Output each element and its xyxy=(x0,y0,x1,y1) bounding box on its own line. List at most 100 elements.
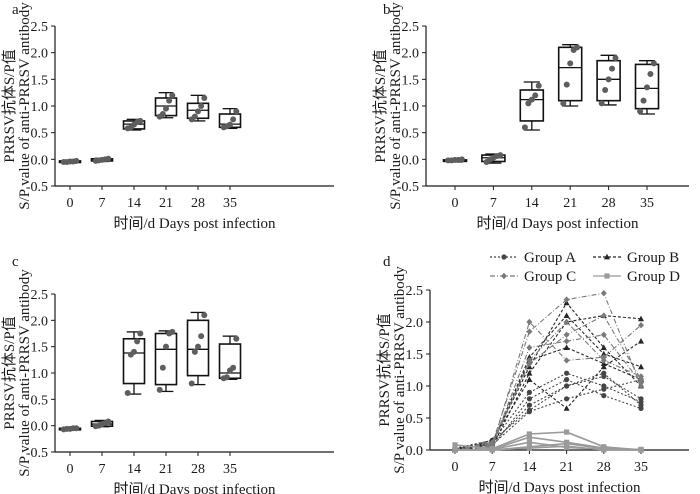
series-point xyxy=(638,447,644,453)
data-point xyxy=(159,364,166,371)
data-point xyxy=(191,113,198,120)
data-point xyxy=(198,333,205,340)
series-point xyxy=(526,389,533,395)
data-point xyxy=(137,117,144,124)
data-point xyxy=(137,330,144,337)
data-point xyxy=(574,44,581,51)
box-b-day-35 xyxy=(634,60,660,115)
y-tick-label-d: 2.0 xyxy=(406,316,424,331)
y-tick-label-d: 2.5 xyxy=(406,284,424,299)
x-tick-label-d: 35 xyxy=(634,460,648,475)
data-point xyxy=(605,76,612,83)
x-tick-label-a: 35 xyxy=(223,196,237,211)
box-b-day-28 xyxy=(596,54,621,107)
panel-d: d 0.0 0.5 1.0 1.5 2.0 2.5 0 7 14 21 28 35 时间/d Days p… xyxy=(376,250,689,494)
series-point xyxy=(526,344,533,351)
legend-label: Group A xyxy=(524,250,576,266)
box-c-day-35 xyxy=(218,335,242,382)
series-point xyxy=(489,446,495,452)
legend-item-group-d: Group D xyxy=(593,269,680,285)
series-point xyxy=(564,370,570,376)
y-tick-label-a: 1.0 xyxy=(31,100,49,115)
legend: Group A Group B Group C Group D xyxy=(490,250,680,285)
panel-a: a -0.5 0.0 0.5 1.0 1.5 2.0 2.5 0 7 14 21 28 35 时间/d Da… xyxy=(1,2,334,232)
data-point xyxy=(650,60,657,67)
data-point xyxy=(230,364,237,371)
series-line xyxy=(454,375,642,449)
data-point xyxy=(567,60,574,67)
x-tick-label-b: 7 xyxy=(490,196,497,211)
y-tick-label-c: 2.5 xyxy=(31,288,49,303)
x-tick-label-b: 21 xyxy=(563,196,577,211)
series-point xyxy=(563,331,570,338)
box-iqr xyxy=(557,46,583,102)
x-axis-label-b: 时间/d Days post infection xyxy=(476,215,639,232)
series-point xyxy=(600,357,607,364)
data-point xyxy=(105,155,112,162)
data-point xyxy=(233,108,240,115)
y-axis-label-cn-c: PRRSV抗体S/P值 xyxy=(1,316,18,429)
series-line xyxy=(454,334,642,451)
legend-item-group-c: Group C xyxy=(490,269,576,285)
series-line xyxy=(454,314,642,450)
y-tick-label-d: 1.0 xyxy=(406,380,424,395)
data-point xyxy=(497,152,504,159)
series-point xyxy=(563,405,570,411)
series-point xyxy=(564,383,570,389)
y-tick-label-d: 0.0 xyxy=(406,444,424,459)
x-tick-label-c: 0 xyxy=(67,462,74,477)
y-tick-label-c: 0.0 xyxy=(31,420,49,435)
series-point xyxy=(563,344,570,350)
x-axis-label-a: 时间/d Days post infection xyxy=(113,215,276,232)
y-tick-label-c: 1.0 xyxy=(31,367,49,382)
data-point xyxy=(532,92,539,99)
y-axis-label-en-b: S/P value of anti-PRRSV antibody xyxy=(388,2,404,210)
y-tick-label-a: 1.5 xyxy=(31,73,49,88)
series-line xyxy=(454,372,642,450)
box-b-day-14 xyxy=(519,81,545,131)
data-point xyxy=(195,343,201,350)
x-tick-label-d: 14 xyxy=(522,460,536,475)
legend-item-group-b: Group B xyxy=(593,250,679,266)
data-point xyxy=(227,121,233,128)
x-tick-label-c: 21 xyxy=(159,462,173,477)
series-point xyxy=(526,434,532,440)
series-point xyxy=(600,290,607,297)
series-point xyxy=(526,396,533,402)
data-point xyxy=(191,348,198,355)
x-tick-label-c: 35 xyxy=(223,462,237,477)
x-tick-label-b: 28 xyxy=(602,196,616,211)
panel-label-b: b xyxy=(383,2,391,18)
group-group-c xyxy=(452,290,644,454)
panel-label-c: c xyxy=(12,254,19,270)
x-axis-label-d: 时间/d Days post infection xyxy=(478,479,641,494)
x-tick-label-a: 14 xyxy=(127,196,141,211)
x-tick-label-b: 35 xyxy=(640,196,654,211)
box-iqr xyxy=(154,332,178,386)
data-point xyxy=(637,108,644,115)
y-axis-label-en-d: S/P value of anti-PRRSV antibody xyxy=(392,266,408,474)
data-point xyxy=(188,380,195,387)
series-point xyxy=(526,318,533,326)
series-point xyxy=(601,373,607,379)
legend-marker xyxy=(501,272,507,280)
data-point xyxy=(563,81,570,88)
series-line xyxy=(454,292,642,450)
y-tick-label-d: 0.5 xyxy=(406,412,424,427)
series-line xyxy=(454,340,642,450)
data-point xyxy=(124,390,131,397)
series-line xyxy=(454,347,642,451)
series-point xyxy=(526,431,532,437)
y-tick-label-a: 2.5 xyxy=(31,20,49,35)
series-point xyxy=(600,350,607,357)
panel-c: c -0.5 0.0 0.5 1.0 1.5 2.0 2.5 0 7 14 21 28 35 时间/d Da… xyxy=(1,254,334,494)
data-point xyxy=(528,96,535,103)
series-point xyxy=(526,328,533,335)
box-c-day-28 xyxy=(186,311,210,387)
series-point xyxy=(638,322,644,329)
box-iqr xyxy=(122,337,146,385)
series-line xyxy=(454,441,642,451)
box-b-day-0 xyxy=(442,156,468,164)
series-point xyxy=(600,331,607,338)
